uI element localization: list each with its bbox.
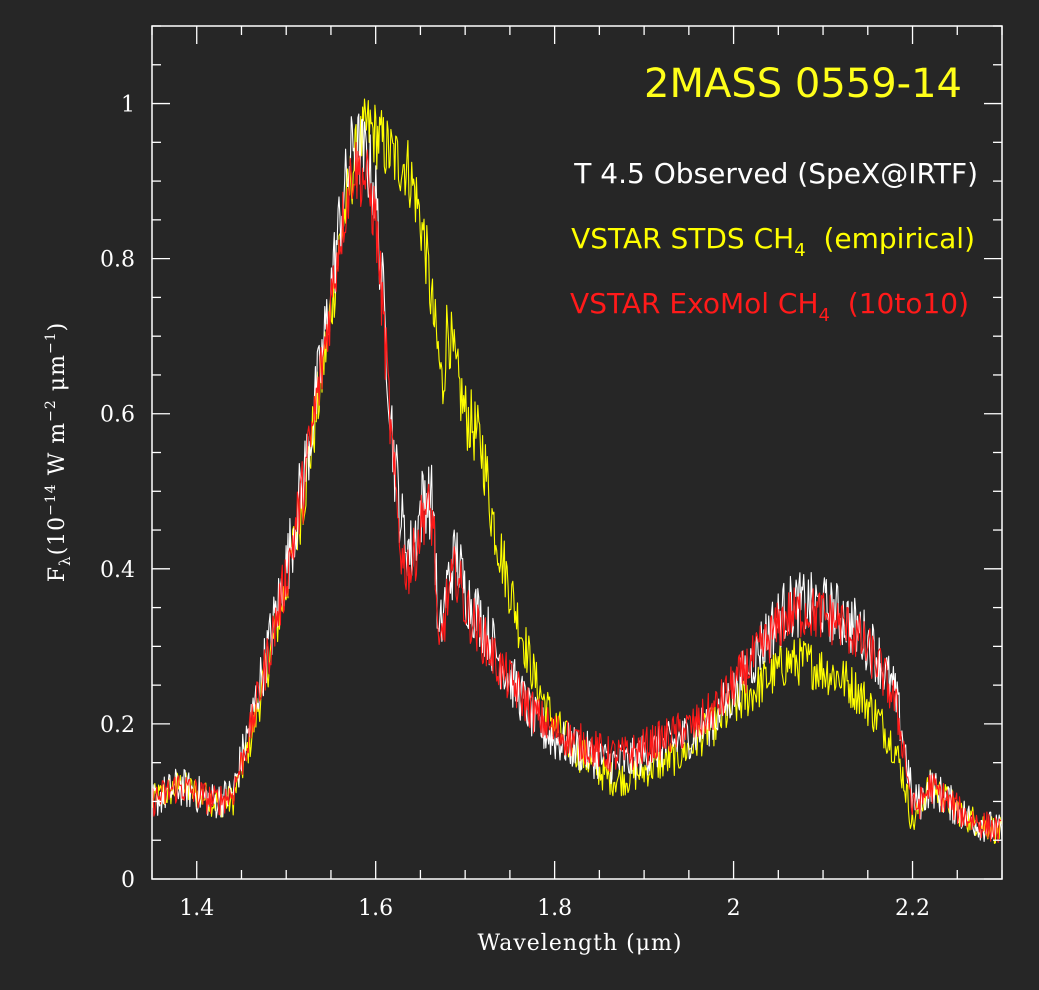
- x-axis-title: Wavelength (μm): [478, 931, 683, 956]
- y-title-exp3: −1: [43, 331, 59, 354]
- x-tick-label: 1.4: [179, 896, 214, 921]
- ticks-layer: [151, 25, 1003, 880]
- x-tick-label: 2.2: [895, 896, 930, 921]
- y-tick-label: 0.2: [100, 713, 135, 738]
- y-axis-title: Fλ(10−14 W m−2 μm−1): [43, 322, 74, 582]
- y-title-sub: λ: [56, 555, 74, 566]
- y-title-mid: W m: [45, 422, 70, 483]
- y-title-close: ): [45, 322, 70, 332]
- y-tick-labels: 0 0.2 0.4 0.6 0.8 1: [100, 93, 135, 893]
- y-tick-label: 1: [121, 93, 135, 118]
- plot-frame: [151, 25, 1003, 880]
- x-tick-label: 1.6: [358, 896, 393, 921]
- legend-stds-sub: 4: [794, 240, 805, 261]
- series-layer: [151, 98, 1003, 844]
- y-title-exp2: −2: [43, 399, 59, 422]
- x-tick-label: 1.8: [537, 896, 572, 921]
- legend-exomol: VSTAR ExoMol CH4 (10to10): [570, 287, 969, 326]
- y-tick-label: 0.8: [100, 248, 135, 273]
- y-title-prefix: F: [45, 566, 70, 582]
- x-tick-labels: 1.4 1.6 1.8 2 2.2: [179, 896, 930, 921]
- legend-exomol-sub: 4: [819, 305, 830, 326]
- y-title-open: (10: [45, 516, 70, 556]
- y-tick-label: 0: [121, 868, 135, 893]
- legend-stds-text: VSTAR STDS CH: [571, 222, 794, 255]
- series-observed: [151, 113, 1003, 842]
- legend-observed-text: T 4.5 Observed (SpeX@IRTF): [573, 157, 978, 190]
- series-exomol: [151, 141, 1003, 843]
- legend-stds: VSTAR STDS CH4 (empirical): [571, 222, 975, 261]
- chart-title: 2MASS 0559-14: [644, 61, 962, 107]
- x-tick-label: 2: [727, 896, 741, 921]
- legend-exomol-suffix: (10to10): [830, 287, 969, 320]
- legend-exomol-text: VSTAR ExoMol CH: [570, 287, 818, 320]
- y-tick-label: 0.4: [100, 558, 135, 583]
- legend-observed: T 4.5 Observed (SpeX@IRTF): [573, 157, 978, 190]
- y-title-unit: μm: [45, 354, 70, 399]
- series-stds: [151, 98, 1003, 844]
- y-tick-label: 0.6: [100, 403, 135, 428]
- legend-stds-suffix: (empirical): [806, 222, 975, 255]
- y-title-exp1: −14: [43, 483, 59, 516]
